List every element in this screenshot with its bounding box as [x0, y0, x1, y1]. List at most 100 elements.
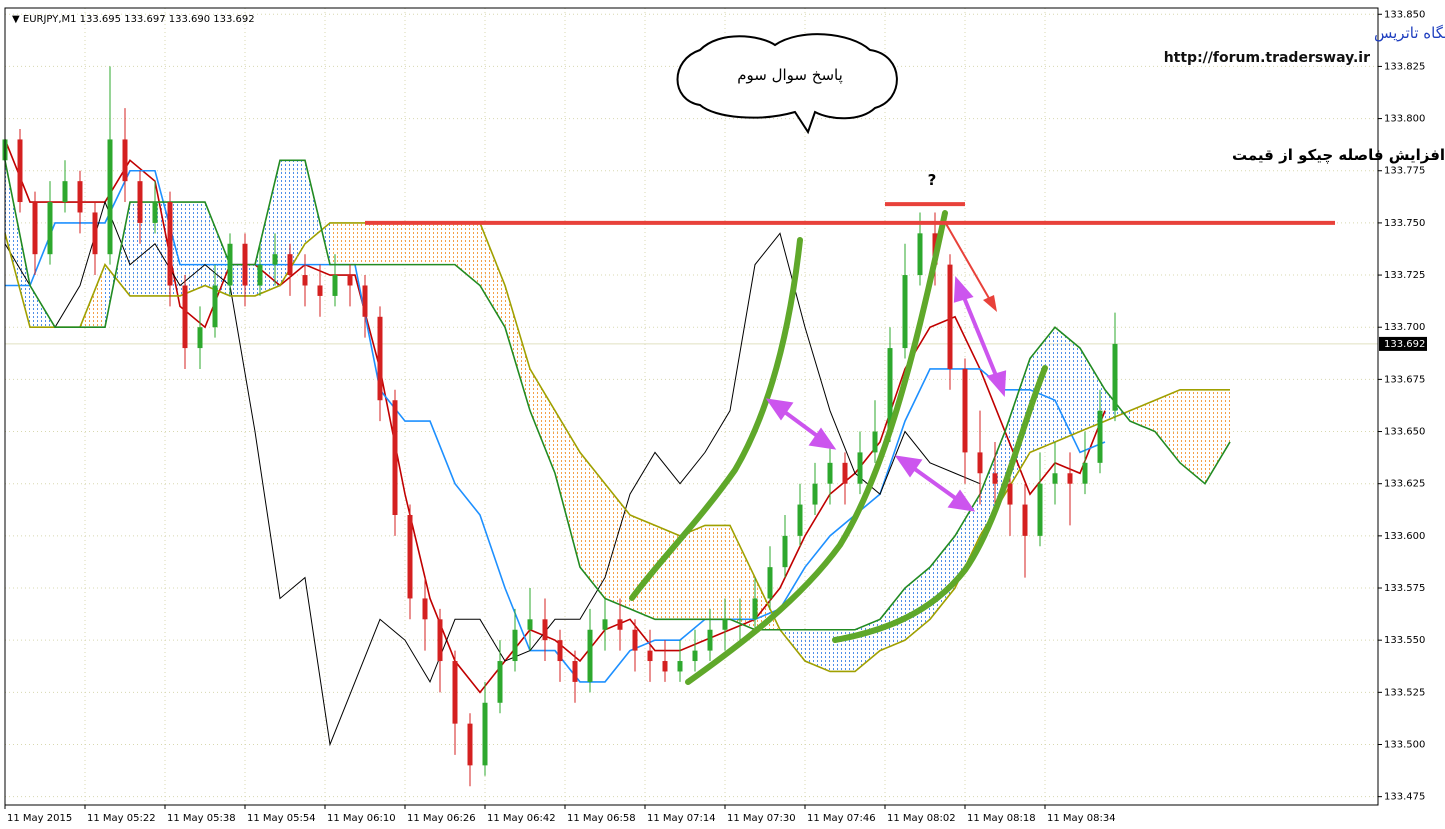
indicator-line	[5, 169, 1106, 683]
arrow-head	[983, 295, 997, 312]
candle-body	[917, 233, 923, 276]
candle-body	[242, 243, 248, 286]
candle-body	[692, 650, 698, 662]
y-tick-label: 133.775	[1384, 166, 1425, 177]
candle-body	[977, 452, 983, 474]
symbol-header: ▼ EURJPY,M1 133.695 133.697 133.690 133.…	[12, 14, 255, 25]
kumo-segment	[355, 222, 380, 265]
candle-body	[902, 275, 908, 349]
candle-body	[182, 285, 188, 349]
candle-body	[137, 181, 143, 223]
indicator-line	[4, 159, 1231, 631]
x-tick-label: 11 May 07:30	[727, 813, 796, 824]
y-tick-label: 133.850	[1384, 9, 1425, 20]
candle-body	[512, 629, 518, 662]
kumo-segment	[905, 567, 930, 641]
kumo-segment	[805, 629, 830, 672]
candle-body	[782, 535, 788, 568]
y-tick-label: 133.550	[1384, 635, 1425, 646]
kumo-segment	[280, 160, 305, 286]
kumo-segment	[480, 222, 505, 328]
candle-body	[62, 181, 68, 203]
candle-body	[107, 139, 113, 255]
kumo-segment	[380, 222, 405, 265]
candle-body	[767, 567, 773, 599]
candle-body	[77, 181, 83, 213]
candle-body	[272, 254, 278, 265]
candle-body	[1022, 504, 1028, 536]
candle-body	[422, 598, 428, 620]
candle-body	[92, 212, 98, 255]
candle-body	[647, 650, 653, 662]
y-tick-label: 133.675	[1384, 374, 1425, 385]
candle-body	[392, 400, 398, 515]
candle-body	[32, 202, 38, 255]
x-tick-label: 11 May 08:18	[967, 813, 1036, 824]
candle-body	[662, 661, 668, 672]
candle-body	[227, 243, 233, 286]
candle-body	[752, 598, 758, 620]
y-tick-label: 133.700	[1384, 322, 1425, 333]
candle-body	[1052, 473, 1058, 484]
candle-body	[557, 640, 563, 662]
kumo-segment	[530, 368, 555, 474]
x-tick-label: 11 May 07:14	[647, 813, 716, 824]
kumo-segment	[580, 452, 605, 599]
candle-body	[1082, 462, 1088, 484]
candle-body	[452, 661, 458, 724]
x-tick-label: 11 May 05:54	[247, 813, 316, 824]
indicator-line	[4, 222, 1230, 673]
candle-body	[827, 462, 833, 484]
kumo-segment	[430, 222, 455, 265]
arrow-head	[947, 489, 976, 512]
candle-body	[302, 275, 308, 286]
kumo-segment	[1155, 389, 1180, 463]
y-tick-label: 133.525	[1384, 687, 1425, 698]
candle-body	[797, 504, 803, 536]
candle-body	[467, 723, 473, 766]
x-tick-label: 11 May 06:42	[487, 813, 556, 824]
candle-body	[332, 275, 338, 296]
candle-body	[632, 629, 638, 651]
candle-body	[887, 348, 893, 432]
y-tick-label: 133.500	[1384, 739, 1425, 750]
x-tick-label: 11 May 06:26	[407, 813, 476, 824]
candle-body	[737, 619, 743, 621]
candle-body	[152, 202, 158, 223]
candle-body	[212, 285, 218, 328]
candle-body	[1097, 410, 1103, 463]
y-tick-label: 133.725	[1384, 270, 1425, 281]
kumo-segment	[330, 222, 355, 265]
arrow-head	[808, 427, 837, 450]
candle-body	[542, 619, 548, 641]
candle-body	[812, 483, 818, 505]
kumo-segment	[555, 410, 580, 568]
y-tick-label: 133.750	[1384, 218, 1425, 229]
kumo-segment	[880, 588, 905, 651]
candle-body	[257, 264, 263, 286]
kumo-segment	[405, 222, 430, 265]
candle-body	[1037, 483, 1043, 536]
x-tick-label: 11 May 06:10	[327, 813, 396, 824]
candle-body	[722, 619, 728, 630]
kumo-segment	[180, 202, 205, 296]
kumo-segment	[730, 525, 755, 630]
candle-body	[407, 514, 413, 599]
kumo-segment	[1030, 327, 1055, 453]
y-tick-label: 133.625	[1384, 479, 1425, 490]
kumo-segment	[630, 514, 655, 620]
y-tick-label: 133.575	[1384, 583, 1425, 594]
arrow-head	[894, 455, 923, 478]
kumo-segment	[705, 525, 730, 620]
kumo-segment	[680, 525, 705, 620]
trend-curve	[685, 210, 948, 685]
candle-body	[362, 285, 368, 317]
candle-body	[947, 264, 953, 369]
distance-arrow	[961, 294, 999, 379]
candle-body	[167, 202, 173, 286]
chart-title: ترید با ایچیموکو از نگاه تاتریس	[1374, 24, 1445, 42]
candle-body	[587, 629, 593, 682]
annotation: وجود فلت بلند سر راهه قیمت، حرکت یکنواخت…	[1232, 146, 1445, 165]
annotation: ?	[928, 171, 937, 189]
